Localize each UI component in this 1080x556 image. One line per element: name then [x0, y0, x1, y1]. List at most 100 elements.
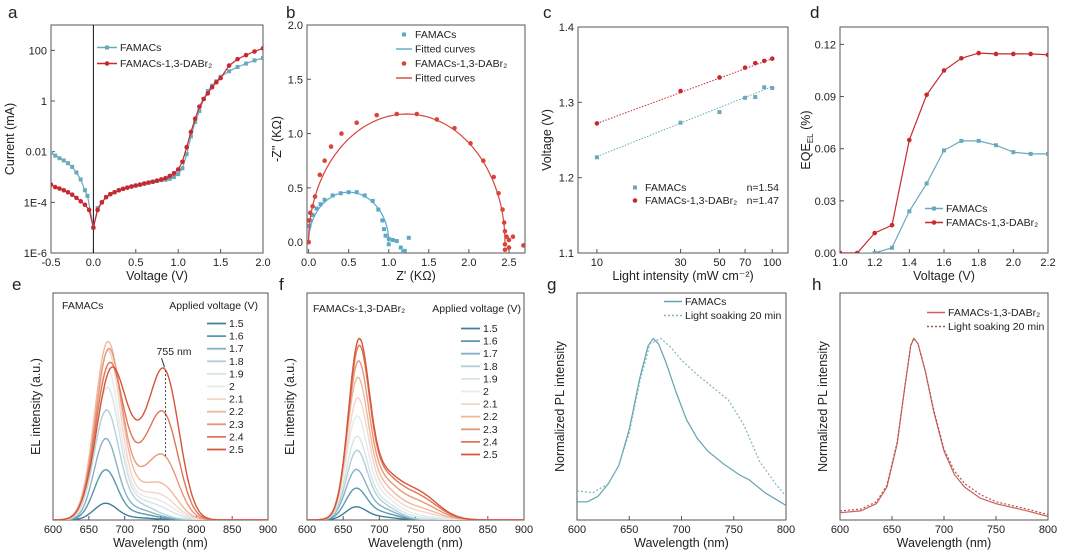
y-axis-label-unit: (%)	[799, 110, 813, 133]
x-tick-label: 900	[515, 524, 533, 536]
data-point	[91, 225, 96, 230]
data-point	[491, 174, 497, 180]
x-tick-label: 30	[674, 257, 686, 269]
legend-item: FAMACs-1,3-DABr₂	[927, 307, 1040, 319]
data-point	[1028, 151, 1033, 156]
y-axis-label-text: EL intensity (a.u.)	[29, 358, 43, 455]
data-point	[376, 207, 381, 212]
legend: FAMACs FAMACs-1,3-DABr₂	[925, 203, 1038, 229]
data-point	[314, 206, 319, 211]
data-point	[406, 235, 411, 240]
data-point	[394, 239, 399, 244]
legend-item: 2.3	[461, 424, 498, 436]
series-FAMACs-1,3-DABr₂	[840, 50, 1048, 253]
legend-item: 2	[461, 386, 489, 398]
data-point	[840, 250, 843, 253]
data-point	[322, 158, 327, 164]
x-tick-label: 850	[223, 524, 241, 536]
y-tick-label: 1.2	[559, 173, 574, 185]
legend-item: 2.5	[461, 449, 498, 461]
y-tick-label: 1E-6	[24, 248, 47, 260]
y-axis-label-text: -Z'' (KΩ)	[270, 116, 284, 162]
y-tick-label: 1.3	[559, 97, 574, 109]
y-tick-label: 0.0	[288, 237, 303, 249]
x-axis-label: Voltage (V)	[126, 269, 188, 283]
x-tick-label: 50	[713, 257, 725, 269]
plot-area	[51, 25, 263, 253]
data-point	[743, 95, 748, 100]
data-point	[317, 172, 323, 178]
legend-marker-swatch	[402, 32, 406, 37]
data-point	[184, 144, 189, 150]
data-point	[141, 181, 147, 186]
y-axis-label: Normalized PL intensity	[553, 340, 567, 472]
legend-label: 2.2	[483, 411, 498, 423]
legend-item: 2.4	[207, 431, 244, 443]
legend-label: 1.8	[483, 361, 498, 373]
data-point	[354, 190, 359, 195]
legend-label: FAMACs-1,3-DABr₂	[415, 58, 507, 70]
x-tick-label: 10	[591, 257, 603, 269]
data-point	[65, 161, 70, 166]
data-point	[214, 79, 219, 85]
data-point	[95, 207, 100, 213]
y-tick-label: 2.0	[288, 20, 303, 32]
legend-label: FAMACs-1,3-DABr₂	[948, 307, 1040, 319]
data-point	[742, 65, 748, 70]
y-axis-label: Normalized PL intensity	[816, 340, 830, 472]
legend-item: 1.8	[207, 356, 244, 368]
spectrum-curve	[53, 340, 268, 520]
legend-marker-swatch	[632, 198, 638, 203]
x-tick-label: 750	[725, 524, 743, 536]
x-tick-label: 0.5	[128, 257, 143, 269]
data-point	[383, 233, 388, 238]
x-tick-label: 2.5	[501, 257, 516, 269]
legend-label: 1.5	[483, 323, 498, 335]
x-tick-label: 650	[620, 524, 638, 536]
legend: FAMACs Fitted curves FAMACs-1,3-DABr₂ Fitte…	[396, 29, 507, 85]
x-tick-label: 750	[151, 524, 169, 536]
legend-label: 1.7	[229, 343, 244, 355]
legend-label: FAMACs-1,3-DABr₂	[120, 58, 212, 70]
series-FAMACs-1,3-DABr₂	[307, 111, 525, 253]
legend-marker-swatch	[932, 206, 936, 211]
data-point	[235, 56, 240, 62]
spectrum-curve	[53, 468, 268, 520]
legend: Applied voltage (V) FAMACs 1.51.61.71.81.9…	[62, 300, 258, 456]
data-point	[226, 63, 232, 68]
data-point	[753, 95, 758, 100]
y-tick-label: 0.12	[815, 39, 836, 51]
data-point	[976, 50, 981, 56]
legend-item: 1.5	[207, 318, 244, 330]
legend-label: Light soaking 20 min	[948, 321, 1044, 333]
x-tick-label: 600	[568, 524, 586, 536]
series-line	[51, 57, 263, 228]
annotation-arrow	[161, 358, 165, 368]
legend-item: FAMACs	[925, 203, 987, 215]
legend-marker-swatch	[105, 45, 109, 50]
legend-item: 1.9	[207, 368, 244, 380]
data-point	[328, 144, 334, 149]
x-tick-label: 1.8	[971, 257, 986, 269]
y-axis-label-text: EQE	[799, 143, 813, 169]
sample-label: FAMACs-1,3-DABr₂	[313, 303, 405, 315]
data-point	[235, 64, 240, 69]
data-point	[924, 92, 929, 98]
data-point	[370, 198, 375, 203]
series-2.4	[53, 361, 268, 520]
data-point	[171, 170, 177, 176]
data-point	[74, 195, 79, 201]
panel-e: e 600 650 700 750 800 850 900 Wavelength (nm) EL …	[12, 275, 277, 550]
series-FAMACs-1,3-DABr₂	[594, 56, 775, 126]
legend-item: 1.9	[461, 373, 498, 385]
legend-label: 2.3	[229, 419, 244, 431]
series-FAMACs	[51, 55, 263, 230]
legend-label: 2.1	[483, 399, 498, 411]
data-point	[108, 191, 113, 197]
data-point	[752, 60, 758, 66]
y-axis-label-subscript: EL	[806, 133, 815, 143]
legend-item: FAMACs	[97, 42, 161, 54]
data-point	[889, 222, 895, 228]
ideality-factor-label: n=1.47	[747, 195, 780, 207]
series-FAMACs	[307, 190, 411, 253]
